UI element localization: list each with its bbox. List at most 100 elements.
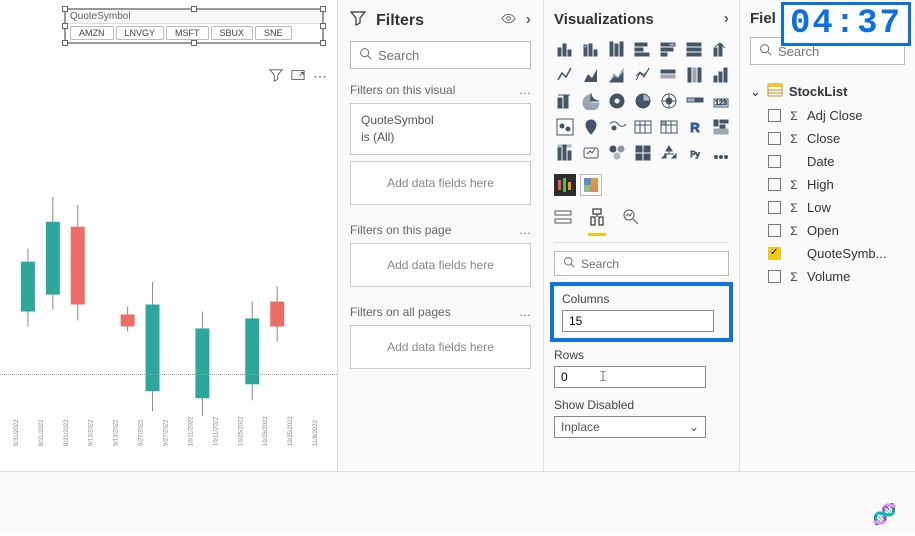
- viz-type-icon[interactable]: [632, 116, 654, 138]
- viz-type-icon[interactable]: [658, 64, 680, 86]
- viz-type-icon[interactable]: [632, 90, 654, 112]
- focus-mode-icon[interactable]: [291, 68, 305, 85]
- checkbox[interactable]: [768, 224, 781, 237]
- checkbox[interactable]: [768, 109, 781, 122]
- prop-columns-input[interactable]: [562, 310, 714, 332]
- slicer-chip[interactable]: SNE: [255, 26, 292, 40]
- viz-type-icon[interactable]: [658, 38, 680, 60]
- prop-show-disabled-select[interactable]: Inplace ⌄: [554, 416, 706, 438]
- filter-card-title: QuoteSymbol: [361, 112, 520, 129]
- viz-type-icon[interactable]: [580, 38, 602, 60]
- custom-visual-icon[interactable]: [554, 174, 576, 196]
- svg-text:10/11/2022: 10/11/2022: [213, 416, 219, 446]
- viz-type-icon[interactable]: [632, 64, 654, 86]
- viz-type-icon[interactable]: 123: [710, 90, 732, 112]
- slicer-visual[interactable]: QuoteSymbol AMZNLNVGYMSFTSBUXSNE: [64, 8, 324, 44]
- viz-type-icon[interactable]: [632, 38, 654, 60]
- tab-analytics[interactable]: [622, 208, 640, 236]
- filters-search[interactable]: [350, 41, 531, 69]
- prop-rows-label: Rows: [554, 348, 729, 362]
- tab-format[interactable]: [588, 208, 606, 236]
- viz-type-icon[interactable]: [554, 116, 576, 138]
- filter-card-quotesymbol[interactable]: QuoteSymbol is (All): [350, 103, 531, 155]
- svg-text:9/27/2022: 9/27/2022: [139, 419, 145, 446]
- field-item[interactable]: Date: [768, 150, 905, 173]
- prop-columns-group: Columns: [550, 282, 733, 342]
- slicer-chip[interactable]: SBUX: [211, 26, 254, 40]
- viz-type-icon[interactable]: [554, 90, 576, 112]
- resize-handle[interactable]: [62, 6, 68, 12]
- slicer-chip[interactable]: MSFT: [166, 26, 209, 40]
- resize-handle[interactable]: [320, 23, 326, 29]
- checkbox[interactable]: [768, 155, 781, 168]
- viz-type-icon[interactable]: [658, 142, 680, 164]
- candlestick-chart[interactable]: 8/31/20228/31/20228/31/20229/13/20229/13…: [0, 90, 337, 533]
- checkbox[interactable]: [768, 132, 781, 145]
- visualizations-title: Visualizations: [554, 11, 654, 28]
- field-item[interactable]: ΣAdj Close: [768, 104, 905, 127]
- viz-type-icon[interactable]: [554, 142, 576, 164]
- slicer-chip[interactable]: AMZN: [70, 26, 114, 40]
- custom-visual-icon[interactable]: [580, 174, 602, 196]
- viz-type-icon[interactable]: [606, 38, 628, 60]
- field-item[interactable]: ΣHigh: [768, 173, 905, 196]
- viz-type-icon[interactable]: [606, 90, 628, 112]
- viz-type-icon[interactable]: [658, 90, 680, 112]
- resize-handle[interactable]: [191, 40, 197, 46]
- viz-type-icon[interactable]: [710, 116, 732, 138]
- filters-visual-dropzone[interactable]: Add data fields here: [350, 161, 531, 205]
- filter-icon[interactable]: [269, 68, 283, 85]
- checkbox[interactable]: [768, 270, 781, 283]
- viz-type-icon[interactable]: R: [684, 116, 706, 138]
- viz-type-icon[interactable]: [684, 64, 706, 86]
- resize-handle[interactable]: [191, 6, 197, 12]
- report-canvas[interactable]: QuoteSymbol AMZNLNVGYMSFTSBUXSNE ⋯ 8/31/…: [0, 0, 338, 533]
- resize-handle[interactable]: [320, 40, 326, 46]
- viz-type-icon[interactable]: [606, 116, 628, 138]
- collapse-icon[interactable]: ›: [724, 10, 729, 28]
- viz-type-icon[interactable]: [554, 38, 576, 60]
- filters-search-input[interactable]: [378, 48, 522, 63]
- viz-type-icon[interactable]: [684, 90, 706, 112]
- viz-type-icon[interactable]: [580, 90, 602, 112]
- slicer-chip[interactable]: LNVGY: [116, 26, 165, 40]
- filters-page-dropzone[interactable]: Add data fields here: [350, 243, 531, 287]
- property-search-input[interactable]: [581, 257, 720, 271]
- viz-type-icon[interactable]: [606, 64, 628, 86]
- resize-handle[interactable]: [62, 40, 68, 46]
- viz-type-icon[interactable]: [632, 142, 654, 164]
- viz-type-icon[interactable]: [580, 64, 602, 86]
- viz-type-icon[interactable]: [710, 38, 732, 60]
- prop-rows-input[interactable]: [554, 366, 706, 388]
- sigma-icon: Σ: [787, 109, 801, 123]
- checkbox[interactable]: [768, 247, 781, 260]
- field-item[interactable]: ΣOpen: [768, 219, 905, 242]
- filters-all-dropzone[interactable]: Add data fields here: [350, 325, 531, 369]
- viz-type-icon[interactable]: [580, 116, 602, 138]
- viz-type-icon[interactable]: Py: [684, 142, 706, 164]
- viz-type-icon[interactable]: [554, 64, 576, 86]
- svg-text:8/31/2022: 8/31/2022: [64, 419, 70, 446]
- resize-handle[interactable]: [62, 23, 68, 29]
- viz-type-icon[interactable]: [710, 64, 732, 86]
- viz-type-icon[interactable]: [710, 142, 732, 164]
- viz-type-icon[interactable]: [684, 38, 706, 60]
- viz-type-icon[interactable]: [580, 142, 602, 164]
- eye-icon[interactable]: [501, 11, 516, 31]
- property-search[interactable]: [554, 251, 729, 276]
- field-item[interactable]: ΣLow: [768, 196, 905, 219]
- tab-fields[interactable]: [554, 208, 572, 236]
- viz-type-icon[interactable]: [658, 116, 680, 138]
- checkbox[interactable]: [768, 178, 781, 191]
- resize-handle[interactable]: [320, 6, 326, 12]
- field-item[interactable]: ΣVolume: [768, 265, 905, 288]
- prop-show-disabled-label: Show Disabled: [554, 398, 729, 412]
- viz-type-icon[interactable]: [606, 142, 628, 164]
- field-item[interactable]: QuoteSymb...: [768, 242, 905, 265]
- svg-text:8/31/2022: 8/31/2022: [39, 419, 45, 446]
- collapse-icon[interactable]: ›: [526, 11, 531, 31]
- tree-table-node[interactable]: ⌄ StockList: [750, 79, 905, 104]
- checkbox[interactable]: [768, 201, 781, 214]
- more-options-icon[interactable]: ⋯: [313, 68, 327, 85]
- field-item[interactable]: ΣClose: [768, 127, 905, 150]
